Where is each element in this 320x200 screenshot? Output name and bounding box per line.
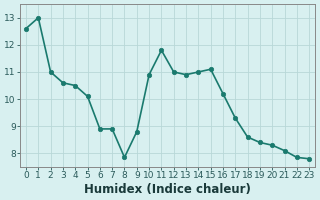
X-axis label: Humidex (Indice chaleur): Humidex (Indice chaleur) [84, 183, 251, 196]
